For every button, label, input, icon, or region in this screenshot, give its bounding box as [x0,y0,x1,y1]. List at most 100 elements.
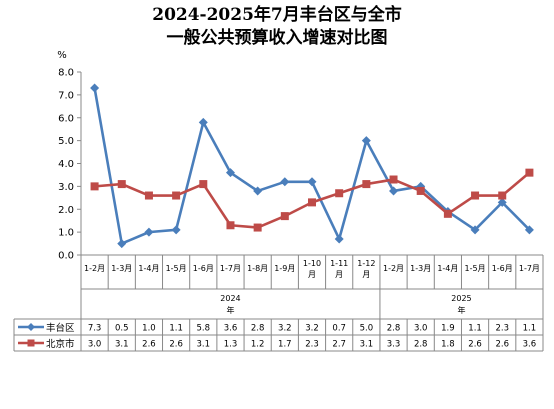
data-point-1 [471,191,480,200]
data-table-value: 2.3 [305,340,319,350]
legend-marker-1 [27,339,35,347]
data-point-0 [90,83,100,93]
data-point-0 [280,177,290,187]
data-table-value: 2.7 [332,340,346,350]
data-table-value: 2.6 [468,340,482,350]
data-table-value: 1.1 [523,324,537,334]
x-tick-label: 1-2月 [84,264,105,273]
y-tick-label: 3.0 [58,182,74,193]
data-table-value: 3.0 [414,324,428,334]
data-point-0 [225,168,235,178]
data-table-value: 0.7 [332,324,346,334]
data-point-0 [497,197,507,207]
chart-title-line2: 一般公共预算收入增速对比图 [166,28,388,48]
data-table-value: 2.8 [387,324,401,334]
data-point-1 [335,189,344,198]
data-point-1 [144,191,153,200]
y-tick-label: 7.0 [58,90,74,101]
y-tick-label: 2.0 [58,205,74,216]
data-point-1 [199,180,208,189]
data-point-1 [280,212,289,221]
data-point-0 [470,225,480,235]
x-tick-label: 月 [308,270,316,279]
data-point-1 [308,198,316,207]
data-point-1 [525,168,534,177]
data-point-0 [117,239,127,249]
data-table-value: 0.5 [115,324,129,334]
year-label-suffix: 年 [226,305,234,315]
data-table-value: 2.6 [495,340,509,350]
data-point-1 [416,186,425,195]
data-table-value: 5.0 [360,324,374,334]
year-label: 2025 [451,294,471,303]
legend-label: 丰台区 [46,322,75,334]
legend-marker-0 [27,323,35,331]
x-tick-label: 1-12 [357,259,375,268]
y-tick-label: 6.0 [58,113,74,124]
data-table-value: 2.8 [251,324,265,334]
data-table-value: 3.0 [88,340,102,350]
data-table-value: 1.0 [142,324,156,334]
data-table-value: 1.1 [468,324,482,334]
y-tick-label: 0.0 [58,251,74,262]
data-point-0 [524,225,534,235]
x-tick-label: 1-4月 [138,264,159,273]
data-point-1 [443,209,452,218]
data-point-0 [307,177,317,187]
data-point-1 [117,180,126,189]
x-tick-label: 1-3月 [111,264,132,273]
x-tick-label: 1-6月 [492,264,513,273]
data-table-value: 3.2 [278,324,292,334]
data-table-value: 1.8 [441,340,455,350]
data-point-0 [144,227,154,237]
data-table-value: 7.3 [88,324,102,334]
year-label-suffix: 年 [457,305,465,315]
data-point-0 [334,234,344,244]
data-point-1 [253,223,262,232]
data-point-1 [362,180,371,189]
data-table-value: 1.3 [224,340,238,350]
x-tick-label: 1-10 [303,259,321,268]
data-point-1 [226,221,235,230]
data-point-0 [198,117,208,127]
legend-label: 北京市 [46,338,75,350]
x-tick-label: 1-7月 [220,264,241,273]
data-table-value: 1.2 [251,340,265,350]
x-tick-label: 1-11 [330,259,348,268]
x-tick-label: 1-6月 [193,264,214,273]
chart-title: 2024-2025年7月丰台区与全市 一般公共预算收入增速对比图 [0,4,554,50]
data-point-1 [90,182,99,191]
data-table-value: 1.1 [169,324,183,334]
x-tick-label: 1-7月 [519,264,540,273]
x-tick-label: 1-9月 [274,264,295,273]
data-point-0 [171,225,181,235]
data-point-0 [389,186,399,196]
data-table-value: 3.3 [387,340,401,350]
chart-title-line1: 2024-2025年7月丰台区与全市 [152,5,402,25]
y-tick-label: 4.0 [58,159,74,170]
x-tick-label: 1-4月 [437,264,458,273]
y-tick-label: 1.0 [58,228,74,239]
x-tick-label: 1-3月 [410,264,431,273]
data-table-value: 2.6 [169,340,183,350]
data-table-value: 1.7 [278,340,292,350]
year-label: 2024 [220,294,240,303]
y-tick-label: 8.0 [58,68,74,79]
x-tick-label: 月 [335,270,343,279]
data-table-value: 2.6 [142,340,156,350]
data-table-value: 3.6 [523,340,537,350]
x-tick-label: 1-8月 [247,264,268,273]
data-table-value: 3.1 [115,340,129,350]
data-point-1 [389,175,398,184]
x-tick-label: 1-5月 [166,264,187,273]
data-point-0 [253,186,263,196]
data-table-value: 1.9 [441,324,455,334]
y-tick-label: 5.0 [58,136,74,147]
x-tick-label: 月 [362,270,370,279]
data-table-value: 3.1 [360,340,374,350]
data-table-value: 3.2 [305,324,319,334]
x-tick-label: 1-5月 [465,264,486,273]
data-table-value: 3.1 [197,340,211,350]
data-table-value: 3.6 [224,324,238,334]
